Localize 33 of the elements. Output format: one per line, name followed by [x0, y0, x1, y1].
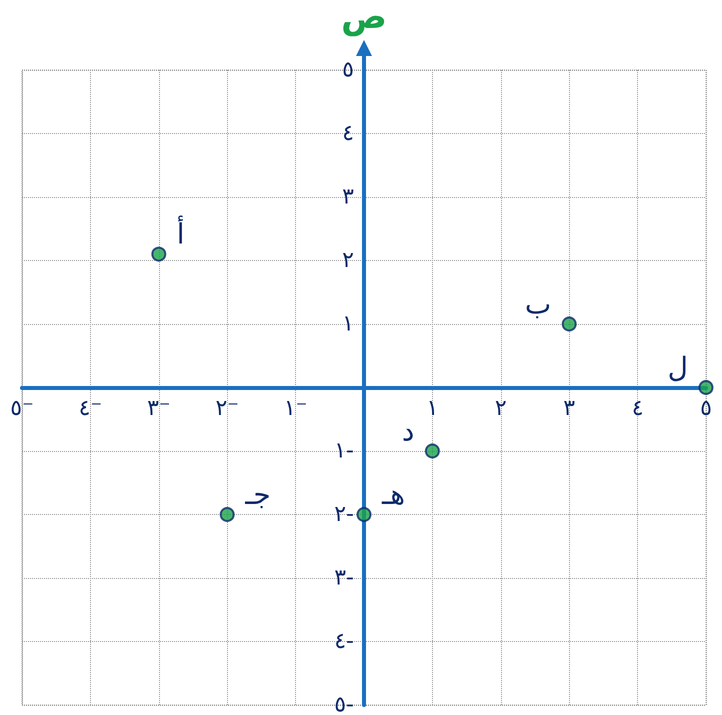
x-tick-label: ٢⁻ — [215, 396, 239, 421]
x-tick-label: ٥ — [700, 396, 712, 421]
y-tick-label: ٤- — [334, 629, 354, 654]
annotation: د — [402, 414, 414, 448]
y-axis-title: ص — [341, 0, 387, 37]
y-tick-label: ٤ — [342, 121, 354, 146]
annotation: هـ — [381, 478, 405, 511]
point — [356, 507, 372, 522]
x-tick-label: ٤⁻ — [78, 396, 102, 421]
y-tick-label: ٢ — [342, 248, 354, 273]
y-tick-label: ١ — [342, 312, 354, 336]
x-tick-label: ٢ — [494, 396, 507, 421]
point — [698, 380, 714, 395]
annotation: ل — [668, 351, 688, 384]
x-tick-label: ١ — [426, 396, 438, 421]
x-tick-label: ١⁻ — [284, 396, 308, 421]
y-tick-label: ١- — [334, 438, 354, 464]
x-tick-label: ٣ — [563, 396, 576, 421]
annotation: أ — [176, 216, 185, 251]
point — [220, 507, 235, 522]
y-tick-label: ٢- — [334, 502, 354, 527]
y-tick-label: ٣- — [334, 566, 354, 590]
y-tick-label: ٥ — [342, 58, 354, 82]
x-tick-label: ٥⁻ — [10, 396, 34, 421]
point — [562, 316, 577, 332]
y-tick-label: ٥- — [334, 692, 354, 715]
point — [151, 246, 166, 262]
point — [424, 444, 440, 458]
annotation: ب — [524, 288, 552, 320]
x-tick-label: ٣⁻ — [147, 396, 171, 421]
annotation: جـ — [244, 478, 271, 511]
x-tick-label: ٤ — [632, 396, 644, 421]
y-tick-label: ٣ — [342, 184, 354, 210]
